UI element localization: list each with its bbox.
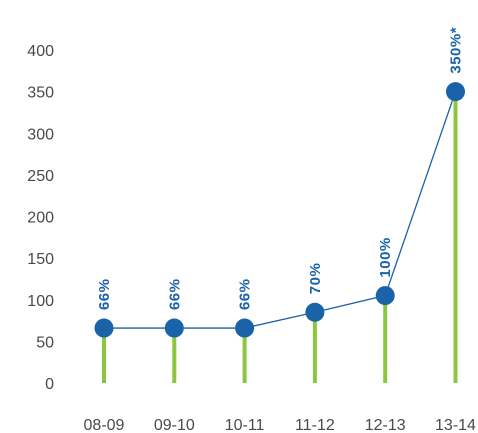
data-label: 66% bbox=[96, 279, 113, 311]
y-tick-label: 300 bbox=[27, 126, 54, 143]
x-tick-label: 11-12 bbox=[295, 417, 335, 433]
y-tick-label: 50 bbox=[36, 334, 54, 351]
y-axis-ticks: 0 50 100 150 200 250 300 350 400 bbox=[27, 43, 54, 393]
x-tick-label: 10-11 bbox=[225, 417, 265, 433]
y-tick-label: 350 bbox=[27, 85, 54, 102]
data-label: 100% bbox=[377, 237, 394, 277]
y-tick-label: 400 bbox=[27, 43, 54, 60]
data-point bbox=[164, 318, 184, 338]
x-tick-label: 13-14 bbox=[435, 417, 476, 433]
y-tick-label: 200 bbox=[27, 210, 54, 227]
data-points bbox=[94, 82, 465, 338]
data-labels: 66% 66% 66% 70% 100% 350%* bbox=[96, 27, 465, 310]
data-point bbox=[235, 318, 255, 338]
stems bbox=[102, 91, 458, 383]
x-tick-label: 09-10 bbox=[154, 417, 195, 433]
y-tick-label: 0 bbox=[45, 376, 54, 393]
x-tick-label: 08-09 bbox=[84, 417, 125, 433]
y-tick-label: 250 bbox=[27, 168, 54, 185]
data-point bbox=[375, 286, 395, 306]
data-label: 66% bbox=[237, 279, 254, 311]
data-label: 70% bbox=[307, 263, 324, 295]
x-tick-label: 12-13 bbox=[365, 417, 406, 433]
data-point bbox=[94, 318, 114, 338]
data-point bbox=[305, 302, 325, 322]
data-point bbox=[446, 82, 465, 102]
data-label: 350%* bbox=[448, 27, 465, 74]
data-label: 66% bbox=[166, 279, 183, 311]
x-axis-ticks: 08-09 09-10 10-11 11-12 12-13 13-14 bbox=[84, 417, 477, 433]
y-tick-label: 100 bbox=[27, 293, 54, 310]
y-tick-label: 150 bbox=[27, 251, 54, 268]
series-line bbox=[104, 91, 457, 329]
